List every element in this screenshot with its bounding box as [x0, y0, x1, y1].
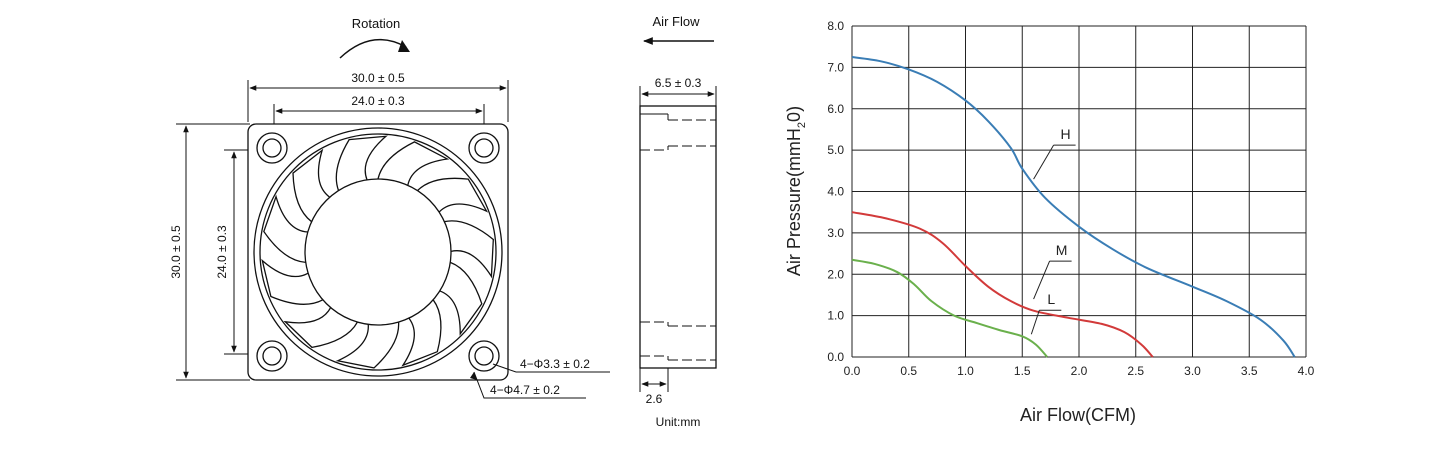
- rotation-label: Rotation: [352, 16, 400, 31]
- x-tick-label: 0.5: [900, 364, 917, 378]
- hole-diameter-label: 4−Φ3.3 ± 0.2: [520, 357, 590, 371]
- y-tick-label: 7.0: [827, 60, 844, 74]
- flange-label: 2.6: [646, 392, 663, 406]
- hole-width-label: 24.0 ± 0.3: [351, 94, 405, 108]
- x-tick-label: 3.5: [1241, 364, 1258, 378]
- boss-diameter-label: 4−Φ4.7 ± 0.2: [490, 383, 560, 397]
- mounting-hole: [468, 132, 500, 164]
- x-tick-label: 4.0: [1298, 364, 1315, 378]
- mounting-hole: [256, 340, 288, 372]
- fan-blade: [335, 321, 400, 369]
- x-tick-label: 0.0: [844, 364, 861, 378]
- mounting-hole: [468, 340, 500, 372]
- fan-blade: [377, 141, 450, 187]
- outer-width-label: 30.0 ± 0.5: [351, 71, 405, 85]
- y-tick-labels: 0.0 1.0 2.0 3.0 4.0 5.0 6.0 7.0 8.0: [827, 19, 844, 364]
- hole-height-label: 24.0 ± 0.3: [215, 225, 229, 279]
- curve-label-leader: [1033, 260, 1051, 300]
- fan-blade: [335, 135, 388, 192]
- curve-label-h: H: [1061, 126, 1071, 142]
- y-axis-title: Air Pressure(mmH20): [784, 106, 808, 276]
- unit-label: Unit:mm: [656, 415, 701, 429]
- y-tick-label: 4.0: [827, 185, 844, 199]
- leader-arrowhead-icon: [470, 372, 477, 380]
- curve-label-m: M: [1056, 242, 1068, 258]
- fan-hub: [304, 178, 452, 326]
- curve-label-leader: [1030, 310, 1040, 335]
- y-tick-label: 1.0: [827, 309, 844, 323]
- fan-blade: [263, 194, 309, 264]
- curve-label-l: L: [1047, 291, 1055, 307]
- x-axis-title: Air Flow(CFM): [1020, 405, 1136, 425]
- side-view: Air Flow 6.5 ± 0.3 2.6 Unit:mm: [639, 14, 717, 429]
- y-axis-title-subscript: 2: [796, 122, 808, 128]
- pq-chart: 0.0 0.5 1.0 1.5 2.0 2.5 3.0 3.5 4.0 0.0 1.0 2.0 3.0…: [784, 19, 1315, 425]
- x-tick-label: 1.5: [1014, 364, 1031, 378]
- curve-h: [851, 56, 1296, 358]
- mounting-hole: [256, 132, 288, 164]
- fan-blade: [261, 258, 324, 305]
- y-tick-label: 3.0: [827, 226, 844, 240]
- curve-m: [851, 211, 1154, 358]
- y-tick-label: 0.0: [827, 350, 844, 364]
- rotation-arrowhead-icon: [398, 40, 410, 52]
- curve-labels: H M L: [1030, 126, 1076, 335]
- y-tick-label: 6.0: [827, 102, 844, 116]
- curve-l: [851, 258, 1048, 358]
- leader-line: [473, 371, 586, 399]
- x-tick-label: 1.0: [957, 364, 974, 378]
- leader-line: [492, 363, 517, 373]
- fan-blade: [292, 148, 331, 223]
- side-profile: [639, 105, 717, 369]
- x-tick-label: 2.0: [1071, 364, 1088, 378]
- x-tick-label: 3.0: [1184, 364, 1201, 378]
- fan-blade: [416, 177, 489, 213]
- x-tick-label: 2.5: [1127, 364, 1144, 378]
- front-view: Rotation 30.0 ± 0.5 24.0 ± 0.3 30.0 ± 0.…: [169, 16, 610, 399]
- airflow-label: Air Flow: [653, 14, 701, 29]
- y-axis-title-part: 0): [784, 106, 804, 122]
- x-tick-labels: 0.0 0.5 1.0 1.5 2.0 2.5 3.0 3.5 4.0: [844, 364, 1315, 378]
- rotation-arrow-icon: [339, 39, 407, 59]
- curve-label-leader: [1033, 144, 1055, 180]
- thickness-label: 6.5 ± 0.3: [655, 76, 702, 90]
- chart-curves: [851, 56, 1296, 358]
- y-tick-label: 5.0: [827, 143, 844, 157]
- side-hidden-lines: [640, 113, 716, 361]
- outer-height-label: 30.0 ± 0.5: [169, 225, 183, 279]
- fan-blade: [438, 261, 483, 336]
- y-tick-label: 8.0: [827, 19, 844, 33]
- fan-blade: [443, 220, 494, 279]
- y-tick-label: 2.0: [827, 267, 844, 281]
- fan-blade: [283, 306, 359, 349]
- y-axis-title-part: Air Pressure(mmH: [784, 128, 804, 276]
